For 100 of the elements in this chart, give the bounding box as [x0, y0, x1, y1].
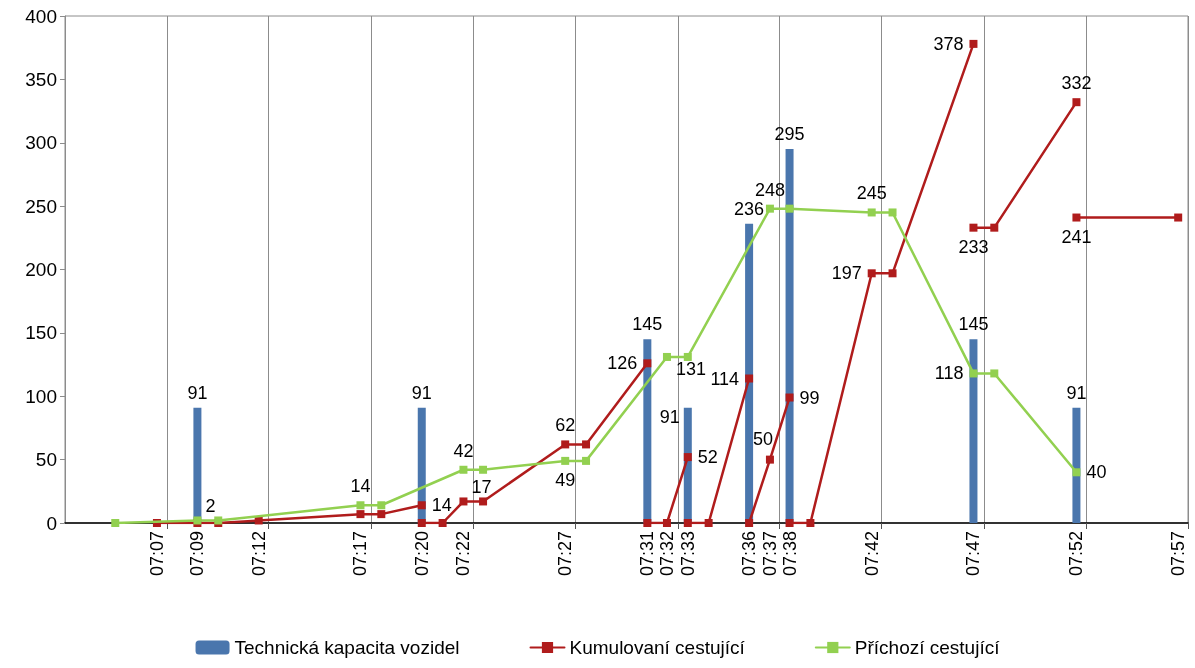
x-tick-label: 07:47	[963, 531, 984, 577]
data-label: 197	[831, 263, 862, 284]
point	[356, 510, 365, 519]
y-tick-label: 300	[25, 132, 57, 154]
data-label: 91	[187, 382, 208, 403]
point	[111, 519, 120, 527]
point	[438, 519, 447, 527]
bar	[969, 339, 978, 523]
data-label: 241	[1061, 226, 1092, 247]
data-label: 62	[555, 415, 576, 436]
point	[785, 204, 794, 213]
point	[867, 208, 876, 217]
data-label: 118	[934, 363, 964, 384]
point	[561, 456, 570, 465]
point	[662, 519, 671, 527]
x-tick-label: 07:33	[677, 531, 698, 577]
x-tick-label: 07:27	[555, 531, 576, 577]
data-label: 114	[710, 368, 740, 389]
x-tick-label: 07:22	[453, 531, 474, 577]
point	[683, 519, 692, 527]
point	[765, 455, 774, 464]
x-tick-label: 07:17	[350, 531, 371, 577]
data-label: 378	[933, 33, 964, 54]
data-label: 42	[453, 440, 474, 461]
x-tick-label: 07:36	[739, 531, 760, 577]
point	[888, 269, 897, 278]
point	[745, 374, 754, 383]
bar	[1072, 407, 1081, 523]
y-tick-label: 350	[25, 68, 57, 90]
data-label: 17	[471, 477, 492, 498]
point	[806, 519, 815, 527]
data-label: 295	[774, 124, 805, 145]
data-label: 145	[958, 314, 989, 335]
y-tick-label: 50	[35, 449, 57, 471]
x-tick-label: 07:32	[656, 531, 677, 577]
data-label: 52	[697, 447, 718, 468]
point	[417, 501, 426, 510]
point	[888, 208, 897, 217]
data-label: 145	[632, 314, 663, 335]
point	[377, 510, 386, 519]
x-tick-label: 07:38	[779, 531, 800, 577]
x-tick-label: 07:57	[1168, 531, 1189, 577]
point	[969, 369, 978, 378]
point	[1072, 468, 1081, 477]
point	[785, 519, 794, 527]
point	[785, 393, 794, 402]
x-tick-label: 07:42	[861, 531, 882, 577]
data-label: 233	[958, 236, 989, 257]
point	[459, 465, 468, 474]
point	[683, 352, 692, 361]
point	[561, 440, 570, 449]
y-tick-label: 100	[25, 385, 57, 407]
legend-label: Příchozí cestující	[854, 637, 1001, 658]
point	[459, 497, 468, 506]
point	[356, 501, 365, 510]
data-label: 50	[752, 428, 773, 449]
data-label: 236	[734, 198, 765, 219]
data-label: 245	[856, 183, 887, 204]
data-label: 14	[350, 476, 371, 497]
point	[582, 440, 591, 449]
data-label: 248	[754, 179, 785, 200]
x-tick-label: 07:31	[637, 531, 658, 577]
x-tick-label: 07:37	[759, 531, 780, 577]
x-tick-label: 07:07	[146, 531, 167, 577]
y-tick-label: 150	[25, 322, 57, 344]
point	[479, 497, 488, 506]
data-label: 126	[607, 353, 638, 374]
point	[683, 453, 692, 462]
point	[1174, 213, 1183, 222]
y-tick-label: 200	[25, 259, 57, 280]
legend-label: Technická kapacita vozidel	[234, 637, 460, 658]
point	[704, 519, 713, 527]
y-tick-label: 0	[46, 512, 57, 534]
x-tick-label: 07:52	[1066, 531, 1087, 577]
data-label: 14	[431, 495, 452, 516]
data-label: 91	[1066, 382, 1087, 403]
data-label: 2	[205, 496, 216, 517]
point	[662, 352, 671, 361]
data-label: 91	[411, 382, 432, 403]
data-label: 40	[1086, 462, 1107, 483]
x-tick-label: 07:12	[248, 531, 269, 577]
data-label: 91	[659, 406, 680, 427]
y-tick-label: 250	[25, 195, 57, 217]
point	[1072, 98, 1081, 107]
data-label: 99	[799, 387, 820, 408]
point	[745, 519, 754, 527]
point	[582, 456, 591, 465]
point	[643, 359, 652, 368]
point	[990, 223, 999, 232]
point	[377, 501, 386, 510]
point	[479, 465, 488, 474]
legend-label: Kumulovaní cestující	[569, 637, 746, 658]
point	[990, 369, 999, 378]
point	[417, 519, 426, 527]
point	[643, 519, 652, 527]
point	[867, 269, 876, 278]
x-tick-label: 07:20	[411, 531, 432, 577]
point	[969, 39, 978, 48]
x-tick-label: 07:09	[187, 531, 208, 577]
point	[765, 204, 774, 213]
